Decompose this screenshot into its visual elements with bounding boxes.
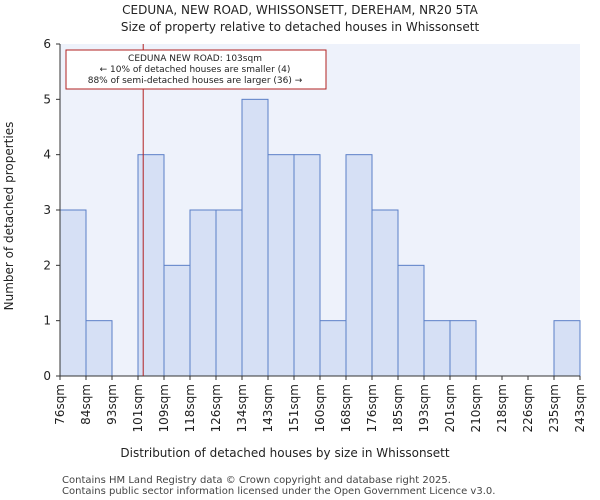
bar-143sqm <box>267 154 295 377</box>
x-tick-label: 101sqm <box>131 384 145 432</box>
x-tick-label: 201sqm <box>443 384 457 432</box>
bar-201sqm <box>449 320 477 377</box>
x-tick-label: 126sqm <box>209 384 223 432</box>
bar-101sqm <box>137 154 165 377</box>
x-tick-label: 235sqm <box>547 384 561 432</box>
y-tick-label: 0 <box>43 369 51 383</box>
x-tick-label: 218sqm <box>495 384 509 432</box>
annotation-line1: CEDUNA NEW ROAD: 103sqm <box>128 54 262 64</box>
y-tick-label: 3 <box>43 203 51 217</box>
chart-title-line2: Size of property relative to detached ho… <box>121 20 480 34</box>
bar-235sqm <box>553 320 581 377</box>
x-tick-label: 243sqm <box>573 384 587 432</box>
y-axis-label: Number of detached properties <box>2 122 16 311</box>
bar-160sqm <box>319 320 347 377</box>
x-tick-label: 109sqm <box>157 384 171 432</box>
x-tick-label: 226sqm <box>521 384 535 432</box>
x-tick-label: 151sqm <box>287 384 301 432</box>
bar-185sqm <box>397 264 425 377</box>
x-tick-label: 93sqm <box>105 384 119 425</box>
y-tick-label: 1 <box>43 314 51 328</box>
bar-193sqm <box>423 320 451 377</box>
y-tick-label: 4 <box>43 148 51 162</box>
annotation-frame <box>65 49 327 90</box>
bar-109sqm <box>163 264 191 377</box>
bar-134sqm <box>241 98 269 377</box>
footer-line1: Contains HM Land Registry data © Crown c… <box>62 475 451 486</box>
bar-168sqm <box>345 154 373 377</box>
bar-126sqm <box>215 209 243 377</box>
annotation-line2: ← 10% of detached houses are smaller (4) <box>100 65 291 75</box>
x-tick-label: 193sqm <box>417 384 431 432</box>
y-tick-label: 2 <box>43 258 51 272</box>
x-tick-label: 84sqm <box>79 384 93 425</box>
bar-118sqm <box>189 209 217 377</box>
x-tick-label: 160sqm <box>313 384 327 432</box>
footer-line2: Contains public sector information licen… <box>62 486 495 497</box>
x-tick-label: 210sqm <box>469 384 483 432</box>
bar-76sqm <box>59 209 87 377</box>
x-tick-label: 76sqm <box>53 384 67 425</box>
annotation-line3: 88% of semi-detached houses are larger (… <box>88 76 303 86</box>
bars-group <box>59 98 581 377</box>
bar-176sqm <box>371 209 399 377</box>
y-tick-label: 5 <box>43 92 51 106</box>
x-tick-label: 168sqm <box>339 384 353 432</box>
bar-84sqm <box>85 320 113 377</box>
y-ticks: 0 1 2 3 4 5 6 <box>43 37 60 383</box>
bar-151sqm <box>293 154 321 377</box>
annotation-box: CEDUNA NEW ROAD: 103sqm ← 10% of detache… <box>65 49 327 90</box>
y-tick-label: 6 <box>43 37 51 51</box>
x-tick-label: 118sqm <box>183 384 197 432</box>
x-tick-label: 143sqm <box>261 384 275 432</box>
x-tick-label: 134sqm <box>235 384 249 432</box>
x-tick-label: 176sqm <box>365 384 379 432</box>
x-tick-label: 185sqm <box>391 384 405 432</box>
x-axis-label: Distribution of detached houses by size … <box>120 446 449 460</box>
x-ticks: 76sqm 84sqm 93sqm 101sqm 109sqm 118sqm 126sqm 1… <box>53 376 587 432</box>
chart-title-line1: CEDUNA, NEW ROAD, WHISSONSETT, DEREHAM, … <box>122 3 478 17</box>
